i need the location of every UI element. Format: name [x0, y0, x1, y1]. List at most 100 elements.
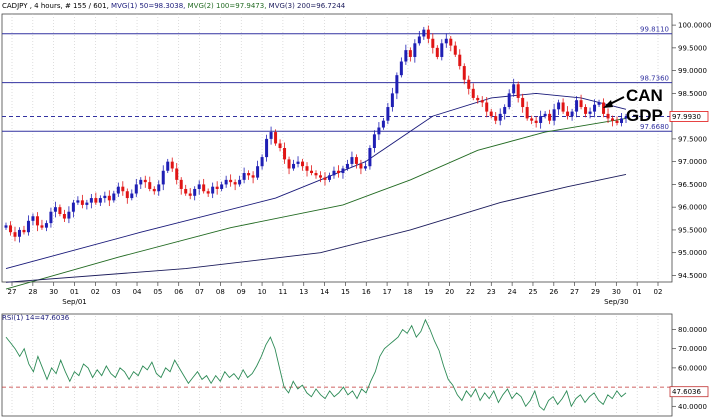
y-tick-label: 100.0000: [678, 22, 711, 30]
candle-body: [503, 107, 507, 114]
candle-body: [211, 186, 215, 194]
rsi-y-tick-label: 80.0000: [678, 326, 707, 334]
x-tick-label: 09: [237, 288, 246, 296]
candle-body: [265, 138, 269, 158]
candle-body: [350, 157, 354, 164]
candlesticks: [4, 25, 628, 243]
current-price-label: 97.9930: [672, 113, 701, 121]
y-tick-label: 97.5000: [678, 135, 707, 143]
x-tick-label: 02: [91, 288, 100, 296]
candle-body: [278, 143, 282, 148]
candle-body: [116, 186, 120, 194]
x-tick-label: 29: [591, 288, 600, 296]
candle-body: [269, 132, 273, 139]
candle-body: [22, 229, 26, 233]
candle-body: [485, 102, 489, 112]
candle-body: [161, 170, 165, 185]
candle-body: [247, 173, 251, 176]
candle-body: [471, 88, 475, 98]
y-tick-label: 98.5000: [678, 90, 707, 98]
x-tick-label: 05: [153, 288, 162, 296]
annotation-line2: GDP: [626, 106, 663, 125]
candle-body: [480, 100, 484, 103]
current-price-tag: [669, 111, 709, 122]
candle-body: [548, 113, 552, 121]
x-tick-label: 04: [133, 288, 142, 296]
rsi-series-line: [5, 318, 627, 411]
rsi-current-label: 47.6036: [672, 388, 701, 396]
x-tick-label: 01: [70, 288, 79, 296]
candle-body: [440, 43, 444, 57]
candle-body: [584, 107, 588, 114]
candle-body: [148, 182, 152, 189]
candle-body: [260, 157, 264, 167]
candle-body: [332, 170, 336, 176]
x-tick-label: 15: [341, 288, 350, 296]
candle-body: [579, 100, 583, 108]
candle-body: [566, 111, 570, 117]
candle-body: [377, 127, 381, 135]
candle-body: [611, 118, 615, 121]
x-tick-label: 26: [549, 288, 558, 296]
rsi-line: [5, 318, 627, 411]
y-tick-label: 99.5000: [678, 44, 707, 52]
candle-body: [215, 186, 219, 189]
candle-body: [35, 216, 39, 226]
candle-body: [179, 179, 183, 189]
candle-body: [435, 47, 439, 57]
candle-body: [62, 214, 66, 219]
candle-body: [301, 161, 305, 167]
candle-body: [494, 116, 498, 121]
candle-body: [121, 186, 125, 192]
y-tick-label: 99.0000: [678, 67, 707, 75]
candle-body: [44, 223, 48, 228]
candle-body: [372, 134, 376, 148]
candle-body: [157, 184, 161, 192]
candle-body: [341, 168, 345, 174]
candle-body: [139, 179, 143, 185]
candle-body: [606, 113, 610, 119]
candle-body: [381, 120, 385, 128]
moving-average-line: [5, 92, 627, 270]
candle-body: [395, 75, 399, 94]
candle-body: [184, 188, 188, 194]
candle-body: [85, 202, 89, 205]
candle-body: [516, 84, 520, 98]
candle-body: [458, 54, 462, 67]
candle-body: [368, 148, 372, 167]
candle-body: [588, 111, 592, 114]
y-tick-label: 95.0000: [678, 249, 707, 257]
moving-average-line: [5, 117, 627, 290]
rsi-y-tick-label: 60.0000: [678, 364, 707, 372]
x-tick-label: 10: [258, 288, 267, 296]
candle-body: [143, 179, 147, 183]
candle-body: [575, 100, 579, 112]
candle-body: [310, 170, 314, 174]
candle-body: [530, 118, 534, 121]
ma1-legend: MVG(1) 50=98.3038,: [111, 2, 185, 10]
annotation-line1: CAN: [626, 86, 663, 105]
candle-body: [134, 184, 138, 194]
candle-body: [431, 38, 435, 48]
x-tick-label: 25: [529, 288, 538, 296]
rsi-panel-frame: [1, 313, 673, 417]
candle-body: [17, 229, 21, 237]
x-tick-label: 03: [112, 288, 121, 296]
candle-body: [256, 166, 260, 178]
x-tick-label: 02: [654, 288, 663, 296]
chart-header: CADJPY , 4 hours, # 155 / 601, MVG(1) 50…: [2, 2, 346, 10]
candle-body: [462, 66, 466, 80]
candle-body: [314, 173, 318, 176]
candle-body: [103, 195, 107, 199]
x-tick-label: 20: [445, 288, 454, 296]
candle-body: [426, 29, 430, 39]
x-tick-label: 18: [403, 288, 412, 296]
candle-body: [363, 166, 367, 169]
rsi-current-tag: [669, 386, 709, 398]
candle-body: [67, 211, 71, 219]
x-tick-label: 27: [570, 288, 579, 296]
ma3-legend: MVG(3) 200=96.7244: [269, 2, 346, 10]
candle-body: [336, 170, 340, 174]
candle-body: [130, 193, 134, 199]
x-tick-label: 19: [424, 288, 433, 296]
